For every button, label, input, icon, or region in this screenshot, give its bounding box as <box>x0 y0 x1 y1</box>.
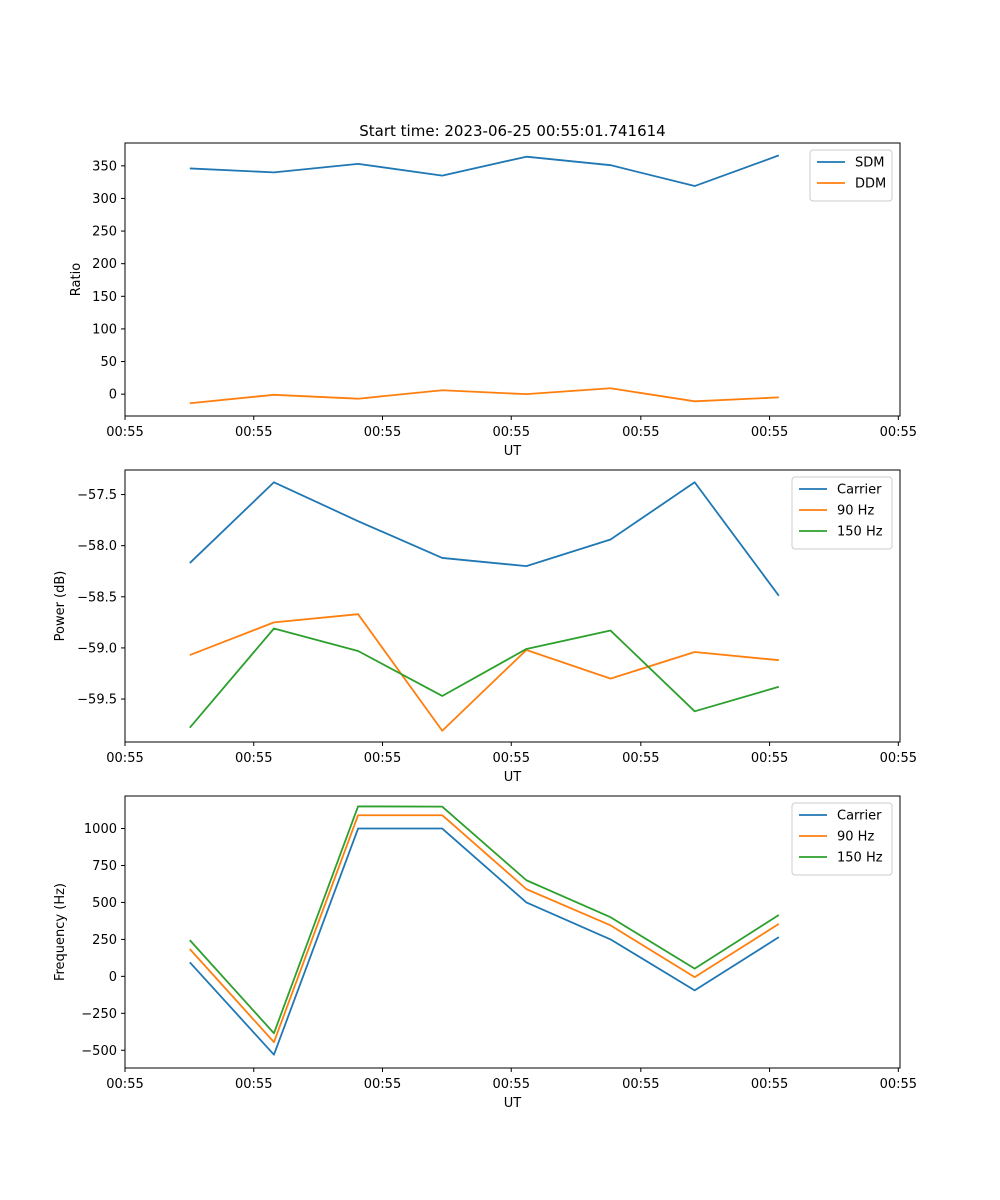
x-tick-label: 00:55 <box>235 425 272 440</box>
legend: SDM DDM <box>809 149 893 202</box>
y-tick-label: −59.5 <box>77 693 117 708</box>
legend-label: SDM <box>855 156 884 171</box>
panel-1: 00:55 00:55 00:55 00:55 00:55 00:55 00:55 0 50 10… <box>69 122 917 459</box>
y-axis-label: Power (dB) <box>53 571 68 642</box>
x-tick-label: 00:55 <box>493 751 530 766</box>
axes-frame <box>124 142 901 417</box>
y-tick-label: −500 <box>81 1044 117 1059</box>
y-tick-label: 750 <box>92 859 117 874</box>
legend-label: Carrier <box>837 483 882 498</box>
x-tick-label: 00:55 <box>106 751 143 766</box>
x-tick-label: 00:55 <box>364 1077 401 1092</box>
y-tick-label: −58.0 <box>77 539 117 554</box>
x-tick-label: 00:55 <box>622 425 659 440</box>
y-tick-label: 200 <box>92 257 117 272</box>
y-tick-label: 350 <box>92 159 117 174</box>
y-tick-label: 0 <box>109 970 117 985</box>
y-tick-label: 300 <box>92 192 117 207</box>
y-tick-label: 1000 <box>84 822 117 837</box>
series-line-carrier <box>189 827 780 1056</box>
series-line-carrier <box>189 481 780 597</box>
x-axis-label: UT <box>504 1096 522 1111</box>
legend-label: 90 Hz <box>837 830 874 845</box>
x-tick-label: 00:55 <box>880 1077 917 1092</box>
x-tick-label: 00:55 <box>364 425 401 440</box>
x-tick-label: 00:55 <box>235 1077 272 1092</box>
y-axis-label: Frequency (Hz) <box>53 883 68 981</box>
x-tick-label: 00:55 <box>880 425 917 440</box>
series-line-90-hz <box>189 814 780 1044</box>
x-tick-label: 00:55 <box>106 1077 143 1092</box>
legend-label: Carrier <box>837 809 882 824</box>
y-tick-label: −57.5 <box>77 488 117 503</box>
y-tick-label: −58.5 <box>77 590 117 605</box>
y-tick-label: 0 <box>109 388 117 403</box>
x-tick-label: 00:55 <box>880 751 917 766</box>
y-tick-label: 250 <box>92 933 117 948</box>
x-axis-label: UT <box>504 770 522 785</box>
series-line-150-hz <box>189 805 780 1035</box>
panel-3: 00:55 00:55 00:55 00:55 00:55 00:55 00:55 −500 −… <box>53 795 917 1111</box>
panel-2: 00:55 00:55 00:55 00:55 00:55 00:55 00:55 −59.5… <box>53 469 917 785</box>
series-line-ddm <box>189 387 779 405</box>
x-tick-label: 00:55 <box>622 1077 659 1092</box>
x-tick-label: 00:55 <box>106 425 143 440</box>
y-tick-label: 50 <box>100 355 117 370</box>
legend-label: 90 Hz <box>837 504 874 519</box>
series-line-150-hz <box>189 627 780 729</box>
y-tick-label: 500 <box>92 896 117 911</box>
y-tick-label: 100 <box>92 322 117 337</box>
x-tick-label: 00:55 <box>622 751 659 766</box>
y-tick-label: 150 <box>92 290 117 305</box>
y-tick-label: −250 <box>81 1007 117 1022</box>
x-tick-label: 00:55 <box>493 425 530 440</box>
legend: Carrier 90 Hz 150 Hz <box>791 476 893 550</box>
legend: Carrier 90 Hz 150 Hz <box>791 802 893 876</box>
chart-title: Start time: 2023-06-25 00:55:01.741614 <box>359 122 665 140</box>
series-line-90-hz <box>189 613 779 732</box>
legend-label: 150 Hz <box>837 525 883 540</box>
x-tick-label: 00:55 <box>364 751 401 766</box>
x-tick-label: 00:55 <box>751 751 788 766</box>
y-axis-label: Ratio <box>69 263 84 296</box>
x-tick-label: 00:55 <box>235 751 272 766</box>
x-tick-label: 00:55 <box>751 425 788 440</box>
series-line-sdm <box>189 154 780 187</box>
legend-label: 150 Hz <box>837 851 883 866</box>
x-tick-label: 00:55 <box>751 1077 788 1092</box>
x-tick-label: 00:55 <box>493 1077 530 1092</box>
legend-label: DDM <box>855 177 886 192</box>
x-axis-label: UT <box>504 444 522 459</box>
axes-frame <box>124 795 901 1069</box>
y-tick-label: −59.0 <box>77 641 117 656</box>
y-tick-label: 250 <box>92 225 117 240</box>
axes-frame <box>124 469 901 743</box>
